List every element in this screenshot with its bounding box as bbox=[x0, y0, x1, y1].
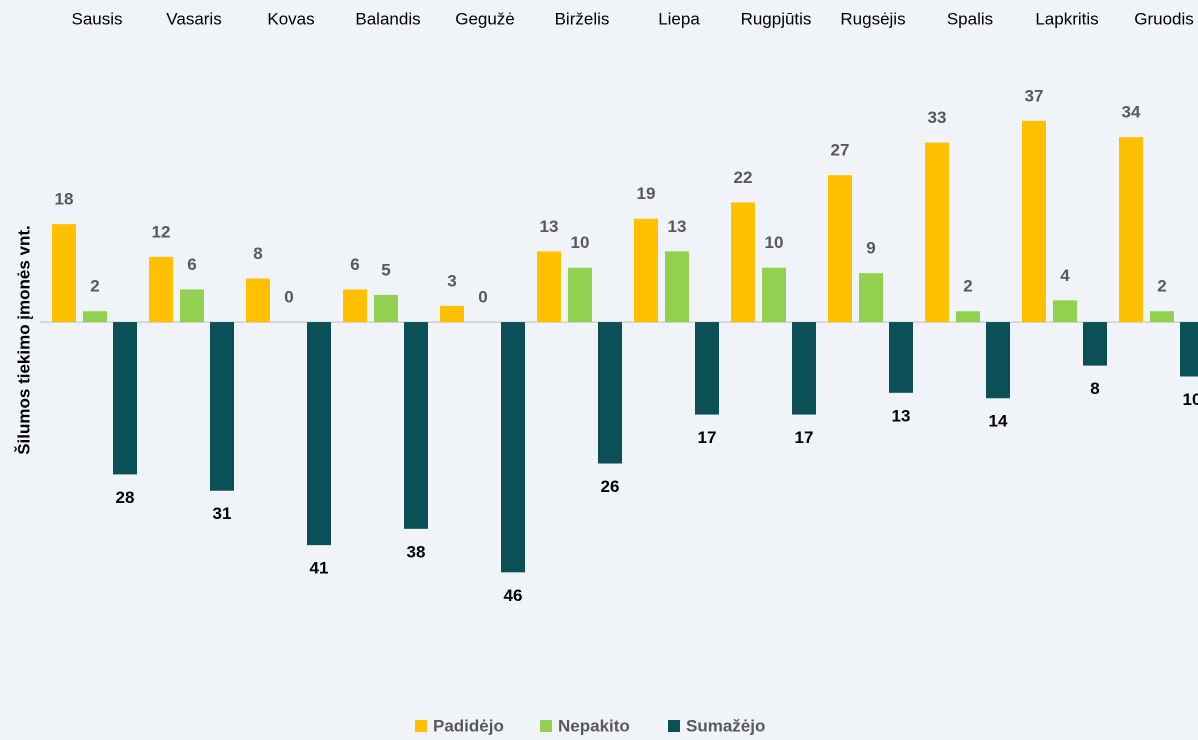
data-label: 10 bbox=[765, 233, 784, 252]
legend-swatch bbox=[415, 720, 427, 732]
x-tick-label: Gegužė bbox=[455, 9, 515, 28]
legend-label: Nepakito bbox=[558, 716, 630, 735]
data-label: 41 bbox=[310, 559, 329, 578]
data-label: 8 bbox=[1090, 379, 1099, 398]
bar bbox=[568, 267, 592, 323]
bar bbox=[925, 142, 949, 323]
data-label: 10 bbox=[571, 233, 590, 252]
data-label: 6 bbox=[187, 255, 196, 274]
data-label: 9 bbox=[866, 239, 875, 258]
bar bbox=[634, 218, 658, 323]
data-label: 0 bbox=[284, 288, 293, 307]
data-label: 8 bbox=[253, 244, 262, 263]
data-label: 14 bbox=[989, 412, 1008, 431]
x-tick-label: Rugpjūtis bbox=[741, 9, 812, 28]
bar bbox=[343, 289, 367, 323]
legend-label: Padidėjo bbox=[433, 716, 504, 735]
legend-label: Sumažėjo bbox=[686, 716, 765, 735]
data-label: 33 bbox=[928, 108, 947, 127]
bar bbox=[440, 305, 464, 323]
bar bbox=[180, 289, 204, 323]
data-label: 0 bbox=[478, 288, 487, 307]
data-label: 10 bbox=[1183, 390, 1198, 409]
data-label: 19 bbox=[637, 184, 656, 203]
bar bbox=[695, 322, 719, 415]
bar bbox=[792, 322, 816, 415]
data-label: 4 bbox=[1060, 266, 1070, 285]
bar bbox=[859, 273, 883, 323]
x-tick-label: Lapkritis bbox=[1035, 9, 1098, 28]
x-tick-label: Liepa bbox=[658, 9, 700, 28]
data-label: 34 bbox=[1122, 103, 1141, 122]
bar bbox=[537, 251, 561, 323]
bar bbox=[501, 322, 525, 573]
data-label: 38 bbox=[407, 542, 426, 561]
data-label: 6 bbox=[350, 255, 359, 274]
data-label: 31 bbox=[213, 504, 232, 523]
data-label: 17 bbox=[698, 428, 717, 447]
bar bbox=[1119, 137, 1143, 323]
bar bbox=[889, 322, 913, 393]
data-label: 28 bbox=[116, 488, 135, 507]
bar bbox=[210, 322, 234, 491]
bar bbox=[1022, 120, 1046, 323]
x-tick-label: Gruodis bbox=[1134, 9, 1194, 28]
data-label: 27 bbox=[831, 141, 850, 160]
bar bbox=[1083, 322, 1107, 366]
data-label: 2 bbox=[90, 277, 99, 296]
data-label: 17 bbox=[795, 428, 814, 447]
data-label: 2 bbox=[963, 277, 972, 296]
x-tick-label: Vasaris bbox=[166, 9, 221, 28]
data-label: 37 bbox=[1025, 86, 1044, 105]
bar bbox=[956, 311, 980, 323]
bar bbox=[731, 202, 755, 323]
bar bbox=[1180, 322, 1198, 377]
bar bbox=[986, 322, 1010, 399]
x-tick-label: Sausis bbox=[71, 9, 122, 28]
data-label: 2 bbox=[1157, 277, 1166, 296]
data-label: 22 bbox=[734, 168, 753, 187]
data-label: 12 bbox=[152, 222, 171, 241]
x-tick-label: Spalis bbox=[947, 9, 993, 28]
bar bbox=[665, 251, 689, 323]
legend-swatch bbox=[668, 720, 680, 732]
bar bbox=[307, 322, 331, 546]
bar bbox=[1150, 311, 1174, 323]
bar bbox=[149, 256, 173, 323]
x-tick-label: Birželis bbox=[555, 9, 610, 28]
bar bbox=[828, 175, 852, 323]
legend-swatch bbox=[540, 720, 552, 732]
bar bbox=[246, 278, 270, 323]
bar bbox=[83, 311, 107, 323]
x-tick-label: Rugsėjis bbox=[840, 9, 905, 28]
data-label: 46 bbox=[504, 586, 523, 605]
data-label: 13 bbox=[668, 217, 687, 236]
y-axis-title: Šilumos tiekimo įmonės vnt. bbox=[14, 225, 33, 455]
bar bbox=[52, 224, 76, 323]
x-tick-label: Kovas bbox=[267, 9, 314, 28]
data-label: 3 bbox=[447, 271, 456, 290]
x-tick-label: Balandis bbox=[355, 9, 420, 28]
bar bbox=[1053, 300, 1077, 323]
data-label: 26 bbox=[601, 477, 620, 496]
bar bbox=[404, 322, 428, 529]
data-label: 5 bbox=[381, 260, 390, 279]
data-label: 13 bbox=[892, 406, 911, 425]
bar bbox=[374, 294, 398, 323]
data-label: 18 bbox=[55, 190, 74, 209]
bar bbox=[762, 267, 786, 323]
bar bbox=[598, 322, 622, 464]
data-label: 13 bbox=[540, 217, 559, 236]
bar bbox=[113, 322, 137, 475]
